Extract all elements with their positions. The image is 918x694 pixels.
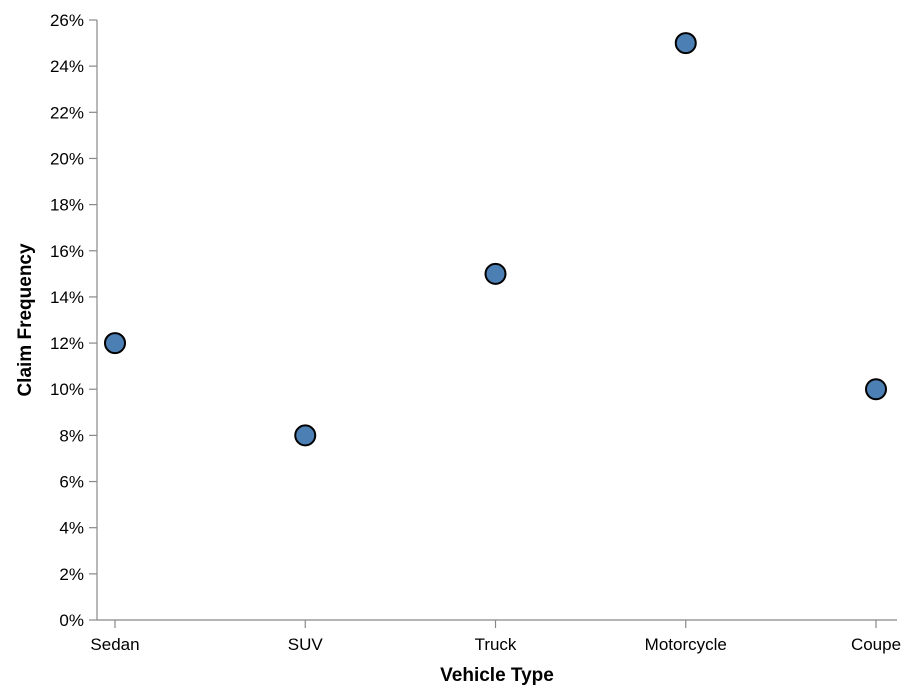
x-axis-title: Vehicle Type bbox=[440, 665, 554, 686]
y-tick-label: 10% bbox=[50, 380, 84, 399]
y-tick-label: 18% bbox=[50, 196, 84, 215]
y-tick-label: 20% bbox=[50, 149, 84, 168]
x-tick-label: Truck bbox=[475, 635, 517, 654]
y-axis-title: Claim Frequency bbox=[15, 243, 36, 397]
y-tick-label: 22% bbox=[50, 103, 84, 122]
data-point bbox=[294, 424, 317, 447]
data-point bbox=[674, 32, 697, 55]
y-tick-label: 12% bbox=[50, 334, 84, 353]
data-point bbox=[484, 262, 507, 285]
y-tick-label: 24% bbox=[50, 57, 84, 76]
x-tick-label: Sedan bbox=[90, 635, 139, 654]
y-tick-label: 8% bbox=[59, 426, 84, 445]
y-tick-label: 2% bbox=[59, 565, 84, 584]
y-tick-label: 26% bbox=[50, 11, 84, 30]
x-tick-label: Coupe bbox=[851, 635, 901, 654]
y-tick-label: 14% bbox=[50, 288, 84, 307]
x-tick-label: Motorcycle bbox=[645, 635, 727, 654]
data-point bbox=[865, 378, 887, 401]
x-tick-label: SUV bbox=[288, 635, 324, 654]
y-tick-label: 6% bbox=[59, 473, 84, 492]
data-points bbox=[104, 32, 887, 447]
y-tick-label: 16% bbox=[50, 242, 84, 261]
y-axis: 0% 2% 4% 6% 8% 10% 12% 14% 16% 18% 20% 22% 24% 26% bbox=[50, 11, 98, 630]
x-axis: Sedan SUV Truck Motorcycle Coupe bbox=[90, 619, 901, 654]
y-tick-label: 4% bbox=[59, 519, 84, 538]
y-tick-label: 0% bbox=[59, 611, 84, 630]
data-point bbox=[104, 332, 126, 355]
